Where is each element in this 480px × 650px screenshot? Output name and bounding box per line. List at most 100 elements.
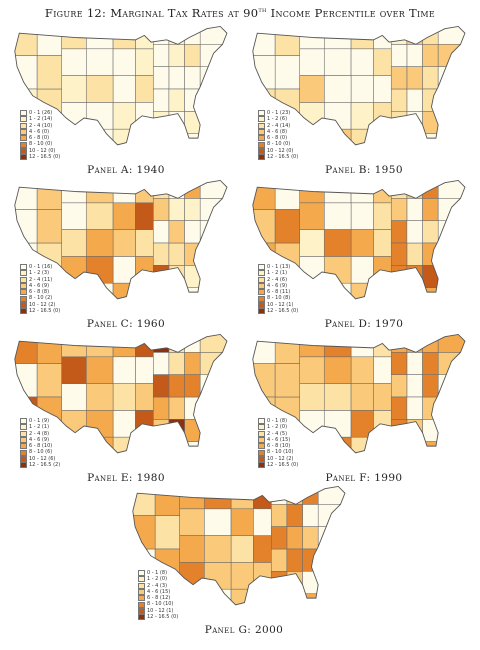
state-region <box>406 441 423 453</box>
legend-item: 8 - 10 (10) <box>258 449 298 456</box>
legend-swatch <box>20 116 27 123</box>
map-panel: 0 - 1 (9) 1 - 2 (1) 2 - 4 (8) 4 - 6 (9) 6 - … <box>10 330 242 498</box>
legend-swatch <box>20 122 27 129</box>
legend-item: 6 - 8 (0) <box>258 135 298 142</box>
state-region <box>350 229 374 257</box>
state-region <box>390 220 408 244</box>
state-region <box>270 504 288 527</box>
state-region <box>112 229 136 257</box>
state-region <box>61 282 87 299</box>
state-region <box>168 66 185 90</box>
state-region <box>390 419 408 442</box>
legend-swatch <box>138 582 145 589</box>
legend-label: 2 - 4 (3) <box>147 582 168 589</box>
legend-swatch <box>258 437 265 444</box>
state-region <box>85 48 114 76</box>
legend-item: 8 - 10 (0) <box>258 141 298 148</box>
legend-swatch <box>258 449 265 456</box>
state-region <box>299 202 325 230</box>
state-region <box>350 26 374 50</box>
state-region <box>299 26 325 50</box>
legend-item: 0 - 1 (23) <box>258 110 298 117</box>
legend-item: 12 - 16.5 (0) <box>138 614 178 621</box>
state-region <box>350 334 374 358</box>
state-region <box>317 593 345 605</box>
legend-swatch <box>20 424 27 431</box>
legend-label: 0 - 1 (9) <box>29 418 50 424</box>
legend-item: 4 - 6 (15) <box>138 589 178 596</box>
state-region <box>286 486 303 505</box>
legend-item: 6 - 8 (11) <box>258 289 298 296</box>
state-region <box>61 256 87 284</box>
state-region <box>299 102 325 130</box>
state-region <box>184 352 201 375</box>
legend-label: 2 - 4 (6) <box>267 276 288 283</box>
state-region <box>390 441 408 453</box>
state-region <box>317 526 345 550</box>
state-region <box>274 363 300 398</box>
state-region <box>154 486 180 516</box>
map-legend: 0 - 1 (26) 1 - 2 (14) 2 - 4 (10) 4 - 6 (0) 6… <box>20 110 60 161</box>
legend-label: 8 - 10 (8) <box>267 295 291 302</box>
state-region <box>168 220 185 244</box>
state-region <box>437 220 465 244</box>
legend-label: 0 - 1 (13) <box>267 264 291 270</box>
state-region <box>184 198 201 221</box>
state-region <box>112 75 136 103</box>
state-region <box>199 198 227 221</box>
state-region <box>85 102 114 130</box>
legend-label: 1 - 2 (0) <box>267 424 288 431</box>
legend-label: 1 - 2 (1) <box>29 424 50 431</box>
state-region <box>253 588 272 605</box>
legend-item: 6 - 8 (0) <box>20 135 60 142</box>
legend-item: 6 - 8 (12) <box>138 595 178 602</box>
legend-label: 8 - 10 (0) <box>267 141 291 148</box>
state-region <box>61 202 87 230</box>
state-region <box>184 419 201 442</box>
state-region <box>373 128 392 145</box>
state-region <box>437 265 465 288</box>
state-region <box>299 356 325 384</box>
state-region <box>230 486 254 510</box>
legend-label: 0 - 1 (23) <box>267 110 291 116</box>
state-region <box>152 352 170 375</box>
state-region <box>14 363 38 398</box>
state-region <box>422 265 439 288</box>
state-region <box>85 383 114 411</box>
legend-item: 1 - 2 (14) <box>20 116 60 123</box>
state-region <box>152 88 170 112</box>
state-region <box>350 128 374 145</box>
legend-item: 0 - 1 (8) <box>258 418 298 425</box>
state-region <box>112 202 136 230</box>
state-region <box>350 436 374 453</box>
state-region <box>61 334 87 358</box>
legend-item: 2 - 4 (3) <box>138 583 178 589</box>
legend-label: 0 - 1 (8) <box>267 418 288 424</box>
state-region <box>168 334 185 353</box>
legend-label: 1 - 2 (6) <box>267 116 288 123</box>
legend-swatch <box>258 264 265 271</box>
legend-swatch <box>20 147 27 154</box>
legend-item: 2 - 4 (11) <box>20 277 60 283</box>
state-region <box>85 436 114 453</box>
map-legend: 0 - 1 (9) 1 - 2 (1) 2 - 4 (8) 4 - 6 (9) 6 - … <box>20 418 60 469</box>
state-region <box>230 588 254 605</box>
state-region <box>61 48 87 76</box>
legend-swatch <box>20 276 27 283</box>
legend-label: 4 - 6 (0) <box>29 128 50 135</box>
state-region <box>132 515 156 550</box>
legend-item: 12 - 16.5 (2) <box>20 462 60 469</box>
state-region <box>112 356 136 384</box>
state-region <box>274 209 300 244</box>
state-region <box>406 287 423 299</box>
state-region <box>168 352 185 375</box>
legend-swatch <box>258 283 265 290</box>
state-region <box>253 535 272 563</box>
legend-item: 1 - 2 (6) <box>258 116 298 123</box>
legend-swatch <box>20 301 27 308</box>
legend-item: 8 - 10 (2) <box>20 295 60 302</box>
state-region <box>323 436 352 453</box>
state-region <box>406 242 423 266</box>
state-region <box>112 128 136 145</box>
legend-swatch <box>20 283 27 290</box>
